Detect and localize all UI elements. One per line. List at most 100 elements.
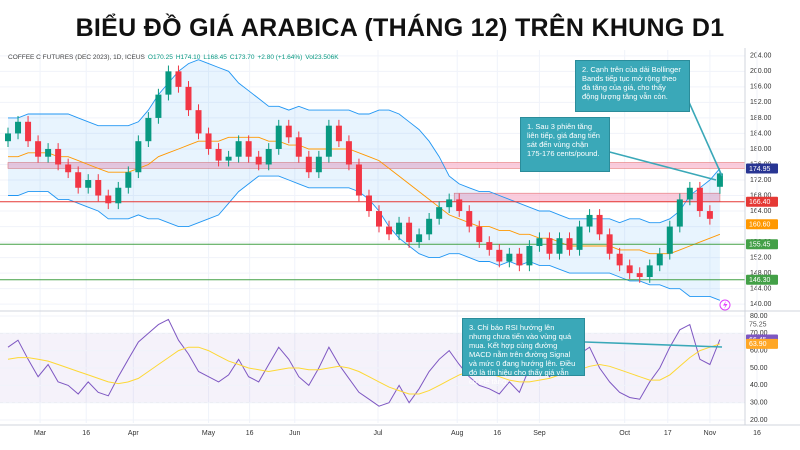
x-tick-label: Mar bbox=[34, 430, 47, 437]
candle-body bbox=[205, 133, 212, 149]
annotation-pointer bbox=[687, 99, 723, 177]
axis-tag bbox=[746, 338, 778, 349]
axis-tag-label: 155.45 bbox=[749, 242, 771, 249]
candle-body bbox=[656, 253, 663, 266]
y-tick-label: 188.00 bbox=[750, 115, 772, 122]
x-tick-label: Nov bbox=[704, 430, 717, 437]
candle-body bbox=[416, 234, 423, 243]
candle-body bbox=[265, 148, 272, 165]
candle-body bbox=[365, 195, 372, 212]
header-volume: Vol23.506K bbox=[305, 54, 339, 61]
band-middle bbox=[8, 136, 721, 255]
x-tick-label: May bbox=[202, 430, 216, 437]
candle-body bbox=[406, 222, 413, 243]
candle-body bbox=[285, 125, 292, 138]
candle-body bbox=[45, 148, 52, 157]
y-tick-label: 192.00 bbox=[750, 99, 772, 106]
x-tick-label: 16 bbox=[753, 430, 761, 437]
candle-body bbox=[185, 86, 192, 111]
candle-body bbox=[125, 172, 132, 188]
candle-body bbox=[325, 125, 332, 157]
candle-body bbox=[706, 211, 713, 219]
candle-body bbox=[426, 218, 433, 235]
candle-body bbox=[315, 156, 322, 173]
axis-tag-label: 174.95 bbox=[749, 166, 771, 173]
candle-body bbox=[616, 253, 623, 266]
axis-tag bbox=[746, 239, 778, 250]
candle-body bbox=[586, 214, 593, 227]
y-tick-label: 152.00 bbox=[750, 254, 772, 261]
candle-body bbox=[556, 238, 563, 254]
y-tick-label: 184.00 bbox=[750, 130, 772, 137]
candle-body bbox=[175, 71, 182, 87]
candle-body bbox=[606, 234, 613, 254]
chart-header: COFFEE C FUTURES (DEC 2023), 1D, ICEUS O1… bbox=[8, 54, 339, 61]
candle-body bbox=[436, 207, 443, 219]
candle-body bbox=[215, 148, 222, 161]
x-tick-label: 17 bbox=[664, 430, 672, 437]
header-symbol: COFFEE C FUTURES (DEC 2023), 1D, ICEUS bbox=[8, 54, 146, 61]
axis-tag bbox=[746, 196, 778, 207]
candle-body bbox=[386, 226, 393, 235]
candle-body bbox=[155, 94, 162, 118]
rsi-line bbox=[7, 318, 721, 407]
x-tick-label: Jun bbox=[289, 430, 300, 437]
y-tick-label: 168.00 bbox=[750, 192, 772, 199]
candle-body bbox=[75, 172, 82, 188]
y-tick-label: 196.00 bbox=[750, 84, 772, 91]
annotation-pointer bbox=[584, 341, 723, 348]
candle-body bbox=[376, 211, 382, 227]
annotation: 1. Sau 3 phiên tăng liên tiếp, giá đang … bbox=[520, 117, 610, 172]
x-tick-label: Oct bbox=[619, 430, 630, 437]
candle-body bbox=[165, 71, 172, 95]
y-tick-label: 60.00 bbox=[750, 347, 768, 354]
y-tick-label: 200.00 bbox=[750, 68, 772, 75]
candle-body bbox=[626, 265, 633, 274]
candle-body bbox=[35, 141, 42, 157]
axis-tag bbox=[746, 274, 778, 285]
candle-body bbox=[396, 222, 403, 235]
alert-icon-bolt bbox=[723, 301, 728, 309]
annotation-pointer bbox=[601, 149, 717, 181]
candle-body bbox=[666, 226, 673, 254]
axis-tag-label: 63.90 bbox=[749, 341, 767, 348]
candle-body bbox=[55, 148, 62, 165]
axis-tag-label: 166.40 bbox=[749, 199, 771, 206]
y-tick-label: 164.00 bbox=[750, 208, 772, 215]
candle-body bbox=[466, 211, 473, 227]
candle-body bbox=[225, 156, 232, 161]
axis-tag bbox=[746, 219, 778, 230]
y-tick-label: 20.00 bbox=[750, 417, 768, 424]
y-tick-label: 172.00 bbox=[750, 177, 772, 184]
candle-body bbox=[566, 238, 573, 250]
candle-body bbox=[456, 199, 463, 212]
candle-body bbox=[496, 249, 503, 262]
candle-body bbox=[476, 226, 483, 243]
candle-body bbox=[145, 117, 152, 142]
candle-body bbox=[345, 141, 352, 165]
header-ohlc: H174.10 bbox=[176, 54, 201, 61]
x-tick-label: Apr bbox=[128, 430, 140, 437]
candle-body bbox=[105, 195, 112, 204]
x-tick-label: 16 bbox=[246, 430, 254, 437]
candle-body bbox=[5, 133, 11, 142]
candle-body bbox=[85, 180, 92, 188]
candle-body bbox=[546, 238, 553, 254]
header-ohlc: O170.25 bbox=[148, 54, 173, 61]
candle-body bbox=[295, 137, 302, 157]
y-tick-label: 144.00 bbox=[750, 286, 772, 293]
header-ohlc: L168.45 bbox=[203, 54, 227, 61]
x-tick-label: 16 bbox=[82, 430, 90, 437]
band-lower bbox=[8, 175, 721, 301]
candle-body bbox=[486, 242, 493, 250]
candle-body bbox=[446, 199, 453, 208]
candle-body bbox=[516, 253, 523, 266]
candle-body bbox=[636, 273, 643, 278]
candle-body bbox=[676, 199, 683, 227]
axis-tag bbox=[746, 163, 778, 174]
y-tick-label: 80.00 bbox=[750, 313, 768, 320]
y-tick-label: 50.00 bbox=[750, 365, 768, 372]
candle-body bbox=[355, 164, 362, 196]
candle-body bbox=[686, 187, 693, 200]
